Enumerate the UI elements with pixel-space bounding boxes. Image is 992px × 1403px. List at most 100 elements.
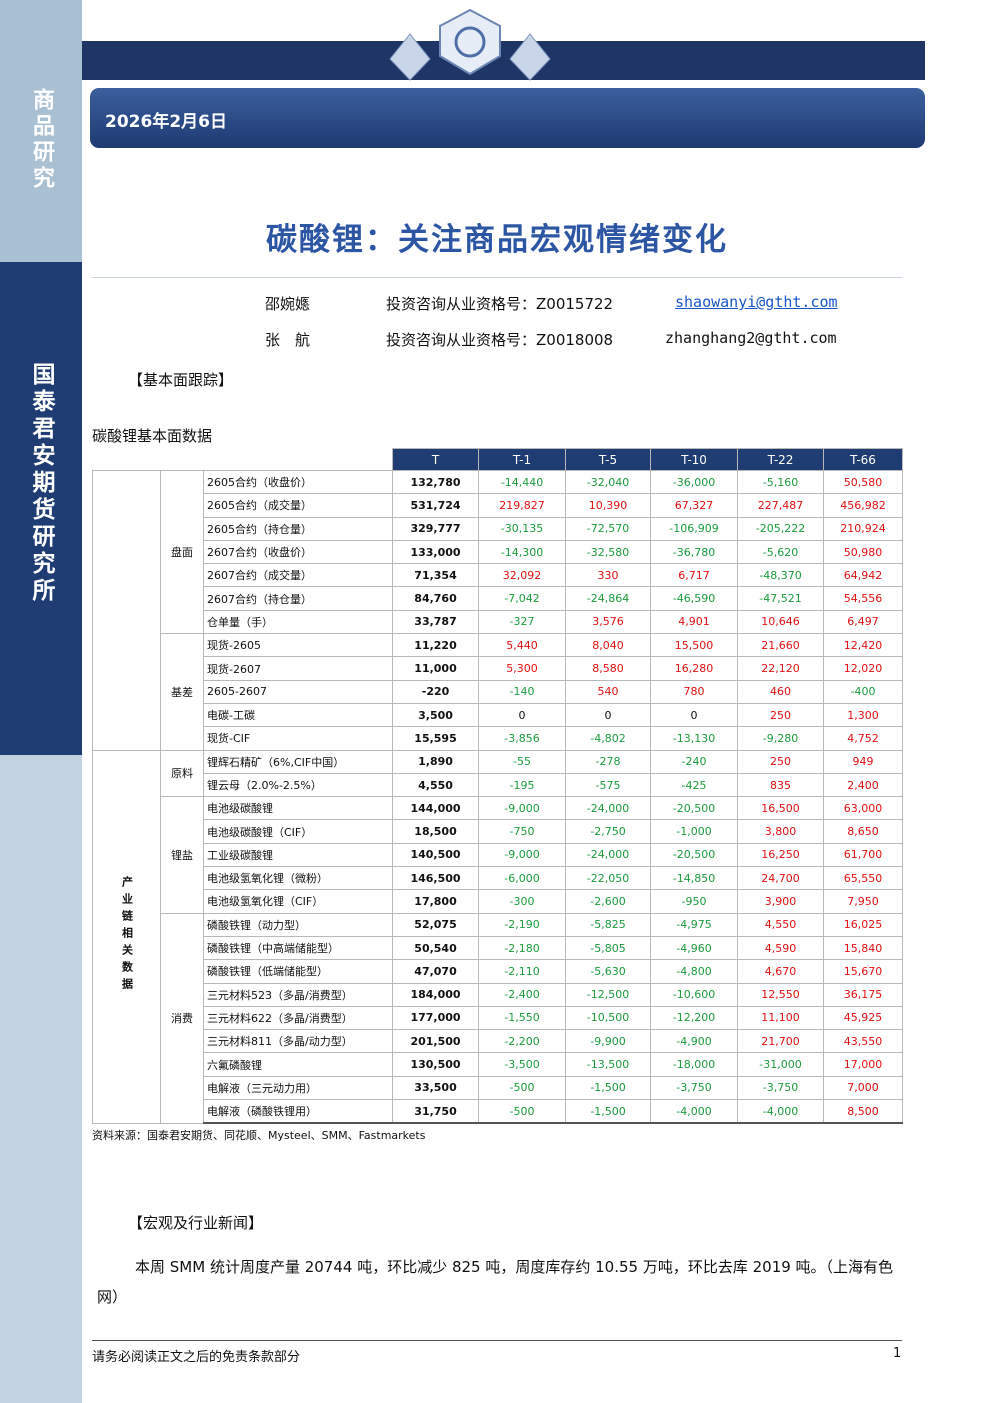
value-cell: -500 bbox=[478, 1099, 567, 1125]
divider bbox=[92, 277, 902, 278]
table-row: 三元材料622（多晶/消费型） 177,000 -1,550 -10,500 -12,2… bbox=[93, 1005, 904, 1031]
table-row: 现货-CIF 15,595 -3,856 -4,802 -13,130 -9,280 4,7… bbox=[93, 726, 904, 751]
sidebar-top bbox=[0, 0, 82, 262]
sidebar-bottom-label: 国泰君安期货研究所 bbox=[28, 362, 54, 605]
value-cell: 456,982 bbox=[823, 493, 904, 518]
row-label: 电池级碳酸锂（CIF） bbox=[202, 819, 394, 844]
table-row: 三元材料811（多晶/动力型） 201,500 -2,200 -9,900 -4,900… bbox=[93, 1029, 904, 1054]
row-label: 三元材料523（多晶/消费型） bbox=[202, 982, 394, 1007]
value-cell: 210,924 bbox=[823, 516, 904, 541]
value-cell: 835 bbox=[737, 772, 825, 798]
value-cell: 1,890 bbox=[392, 749, 480, 774]
table-row: 消费 磷酸铁锂（动力型） 52,075 -2,190 -5,825 -4,975 4,550… bbox=[93, 912, 904, 1124]
value-cell: -327 bbox=[478, 609, 567, 635]
value-cell: -195 bbox=[478, 772, 567, 798]
value-cell: 329,777 bbox=[392, 516, 480, 541]
value-cell: 460 bbox=[737, 679, 825, 704]
news-paragraph: 本周 SMM 统计周度产量 20744 吨，环比减少 825 吨，周度库存约 1… bbox=[97, 1258, 894, 1306]
row-label: 电解液（磷酸铁锂用） bbox=[202, 1099, 394, 1125]
value-cell: 52,075 bbox=[392, 912, 480, 937]
value-cell: -3,750 bbox=[650, 1075, 739, 1101]
column-header: T-22 bbox=[737, 448, 825, 471]
value-cell: 219,827 bbox=[478, 493, 567, 518]
table-caption: 碳酸锂基本面数据 bbox=[92, 427, 213, 445]
source-note: 资料来源：国泰君安期货、同花顺、Mysteel、SMM、Fastmarkets bbox=[92, 1129, 426, 1142]
table-row: 磷酸铁锂（低端储能型） 47,070 -2,110 -5,630 -4,800 4,670… bbox=[93, 959, 904, 984]
table-row: 磷酸铁锂（中高端储能型） 50,540 -2,180 -5,805 -4,960 4,59… bbox=[93, 935, 904, 961]
row-label: 仓单量（手） bbox=[202, 609, 394, 635]
value-cell: 33,500 bbox=[392, 1075, 480, 1101]
value-cell: 3,900 bbox=[737, 889, 825, 914]
row-label: 2605合约（收盘价） bbox=[202, 469, 394, 495]
value-cell: -220 bbox=[392, 679, 480, 704]
value-cell: 4,901 bbox=[650, 609, 739, 635]
value-cell: 12,020 bbox=[823, 656, 904, 681]
value-cell: 3,500 bbox=[392, 702, 480, 728]
table-row: 盘面 2605合约（收盘价） 132,780 -14,440 -32,040 -36,00… bbox=[92, 469, 904, 751]
value-cell: 32,092 bbox=[478, 563, 567, 588]
value-cell: 21,660 bbox=[737, 633, 825, 658]
column-header: T-66 bbox=[823, 448, 904, 471]
value-cell: -22,050 bbox=[565, 866, 652, 891]
value-cell: -2,750 bbox=[565, 819, 652, 844]
value-cell: 64,942 bbox=[823, 563, 904, 588]
value-cell: 33,787 bbox=[392, 609, 480, 635]
value-cell: 8,650 bbox=[823, 819, 904, 844]
value-cell: -20,500 bbox=[650, 842, 739, 868]
value-cell: -1,550 bbox=[478, 1005, 567, 1031]
column-header: T-5 bbox=[565, 448, 652, 471]
value-cell: 16,250 bbox=[737, 842, 825, 868]
value-cell: -14,850 bbox=[650, 866, 739, 891]
author-name: 邵婉嫕 bbox=[265, 295, 311, 313]
value-cell: 177,000 bbox=[392, 1005, 480, 1031]
value-cell: -240 bbox=[650, 749, 739, 774]
value-cell: -12,500 bbox=[565, 982, 652, 1007]
value-cell: 11,000 bbox=[392, 656, 480, 681]
table-row: 电池级氢氧化锂（CIF） 17,800 -300 -2,600 -950 3,900 7,9… bbox=[93, 889, 904, 914]
value-cell: 0 bbox=[565, 702, 652, 728]
value-cell: -36,780 bbox=[650, 539, 739, 565]
row-label: 现货-2607 bbox=[202, 656, 394, 681]
value-cell: -9,900 bbox=[565, 1029, 652, 1054]
table-row: 电解液（磷酸铁锂用） 31,750 -500 -1,500 -4,000 -4,000 8,… bbox=[93, 1099, 904, 1125]
value-cell: 67,327 bbox=[650, 493, 739, 518]
value-cell: -2,180 bbox=[478, 935, 567, 961]
value-cell: 50,980 bbox=[823, 539, 904, 565]
value-cell: 201,500 bbox=[392, 1029, 480, 1054]
value-cell: 8,500 bbox=[823, 1099, 904, 1125]
value-cell: -4,960 bbox=[650, 935, 739, 961]
value-cell: -2,110 bbox=[478, 959, 567, 984]
value-cell: -278 bbox=[565, 749, 652, 774]
sidebar-top-label: 商品研究 bbox=[29, 88, 54, 192]
value-cell: 130,500 bbox=[392, 1052, 480, 1077]
value-cell: -1,000 bbox=[650, 819, 739, 844]
row-label: 2607合约（收盘价） bbox=[202, 539, 394, 565]
value-cell: -9,280 bbox=[737, 726, 825, 751]
group-label: 锂盐 bbox=[160, 796, 204, 914]
value-cell: 16,025 bbox=[823, 912, 904, 937]
group-label: 基差 bbox=[160, 633, 204, 751]
row-label: 2607合约（持仓量） bbox=[202, 586, 394, 611]
value-cell: -32,040 bbox=[565, 469, 652, 495]
value-cell: -9,000 bbox=[478, 842, 567, 868]
value-cell: 10,390 bbox=[565, 493, 652, 518]
group-label: 盘面 bbox=[160, 469, 204, 635]
author-qualification: 投资咨询从业资格号：Z0015722 bbox=[386, 295, 614, 313]
value-cell: 540 bbox=[565, 679, 652, 704]
value-cell: -5,630 bbox=[565, 959, 652, 984]
row-label: 六氟磷酸锂 bbox=[202, 1052, 394, 1077]
value-cell: -300 bbox=[478, 889, 567, 914]
row-label: 工业级碳酸锂 bbox=[202, 842, 394, 868]
table-row: 基差 现货-2605 11,220 5,440 8,040 15,500 21,660 12,… bbox=[93, 633, 904, 751]
row-label: 2605合约（持仓量） bbox=[202, 516, 394, 541]
row-label: 现货-2605 bbox=[202, 633, 394, 658]
author-email[interactable]: shaowanyi@gtht.com bbox=[675, 293, 838, 311]
value-cell: 16,280 bbox=[650, 656, 739, 681]
value-cell: -31,000 bbox=[737, 1052, 825, 1077]
value-cell: 11,220 bbox=[392, 633, 480, 658]
row-label: 电池级碳酸锂 bbox=[202, 796, 394, 821]
value-cell: 140,500 bbox=[392, 842, 480, 868]
value-cell: -72,570 bbox=[565, 516, 652, 541]
value-cell: 8,040 bbox=[565, 633, 652, 658]
value-cell: 4,550 bbox=[392, 772, 480, 798]
